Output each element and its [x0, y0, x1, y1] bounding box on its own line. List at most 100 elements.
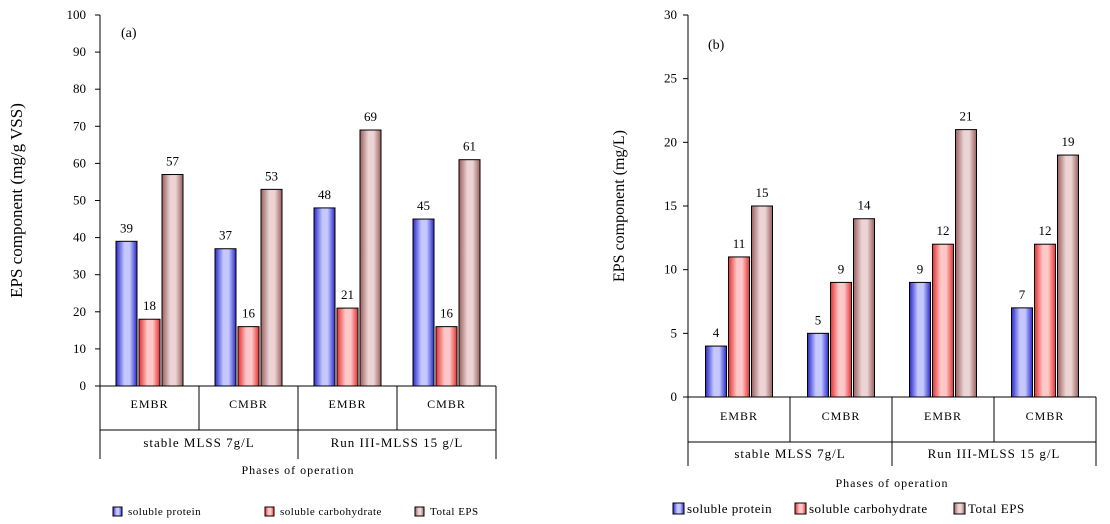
legend-entry: soluble protein: [687, 501, 772, 516]
y-tick-label: 20: [664, 134, 677, 149]
y-tick-label: 30: [664, 7, 677, 22]
x-axis-title: Phases of operation: [242, 463, 355, 477]
bar-data-label: 21: [341, 287, 354, 302]
legend-entry: Total EPS: [968, 501, 1025, 516]
bar-data-label: 16: [242, 306, 256, 321]
bar-data-label: 21: [960, 109, 973, 124]
bar-carbohydrate: [237, 326, 260, 387]
y-tick-label: 70: [73, 118, 86, 133]
legend-entry: soluble protein: [128, 506, 201, 518]
legend: soluble protein soluble carbohydrate Total…: [112, 506, 479, 518]
legend-swatch-total: [414, 506, 425, 517]
bar-data-label: 4: [713, 325, 720, 340]
bar-data-label: 7: [1019, 287, 1026, 302]
y-tick-label: 0: [671, 389, 678, 404]
bar-data-label: 14: [858, 198, 872, 213]
bar-protein: [115, 240, 138, 387]
bar-data-label: 9: [917, 261, 924, 276]
category-label: CMBR: [1026, 409, 1065, 423]
chart-panel-b: 0 5 10 15 20 25 30 EMBR CMBR EMBR CMBR stable MLSS …: [611, 7, 1097, 516]
y-tick-label: 5: [671, 325, 678, 340]
bar-protein: [807, 332, 829, 398]
y-tick-label: 20: [73, 304, 86, 319]
bar-data-label: 37: [219, 228, 233, 243]
bar-total: [458, 159, 481, 387]
bar-carbohydrate: [728, 256, 750, 398]
bar-data-label: 11: [733, 236, 746, 251]
bar-data-label: 53: [265, 168, 278, 183]
y-axis-title: EPS component (mg/g VSS): [7, 103, 26, 298]
bar-protein: [909, 281, 931, 398]
category-label: EMBR: [328, 397, 366, 411]
y-tick-label: 50: [73, 193, 86, 208]
x-axis-title: Phases of operation: [836, 476, 949, 490]
category-label: EMBR: [924, 409, 962, 423]
group-label: Run III-MLSS 15 g/L: [928, 446, 1061, 461]
bar-data-label: 19: [1062, 134, 1075, 149]
y-tick-label: 90: [73, 44, 86, 59]
y-tick-label: 100: [67, 7, 87, 22]
bar-data-label: 69: [364, 109, 377, 124]
y-tick-label: 25: [664, 71, 677, 86]
bar-data-label: 12: [1039, 223, 1052, 238]
bar-carbohydrate: [932, 243, 954, 398]
bar-protein: [1011, 307, 1033, 398]
y-tick-label: 40: [73, 230, 86, 245]
group-label: stable MLSS 7g/L: [734, 446, 845, 461]
bar-data-label: 18: [143, 298, 156, 313]
panel-label: (a): [121, 26, 137, 41]
group-label: stable MLSS 7g/L: [143, 435, 254, 450]
y-axis-title: EPS component (mg/L): [611, 130, 628, 282]
bar-data-label: 5: [815, 312, 822, 327]
legend-swatch-protein: [672, 502, 685, 515]
bar-protein: [412, 218, 435, 387]
bar-carbohydrate: [830, 281, 852, 398]
legend-entry: soluble carbohydrate: [280, 506, 382, 518]
legend-swatch-total: [953, 502, 966, 515]
y-tick-label: 0: [80, 378, 87, 393]
bar-carbohydrate: [138, 318, 161, 387]
bar-total: [161, 174, 184, 387]
bar-data-label: 39: [120, 220, 133, 235]
bar-carbohydrate: [1034, 243, 1056, 398]
bar-protein: [313, 207, 336, 387]
category-label: CMBR: [229, 397, 268, 411]
legend-entry: Total EPS: [430, 506, 479, 518]
bar-data-label: 16: [440, 306, 454, 321]
bar-carbohydrate: [336, 307, 359, 387]
bar-total: [359, 129, 382, 387]
bar-data-label: 12: [937, 223, 950, 238]
bar-total: [751, 205, 773, 398]
category-label: EMBR: [720, 409, 758, 423]
category-label: CMBR: [822, 409, 861, 423]
bar-data-label: 9: [838, 261, 845, 276]
y-tick-label: 30: [73, 267, 86, 282]
bar-protein: [705, 345, 727, 398]
chart-panel-a: 0 10 20 30 40 50 60 70 80 90 100 EMBR CMBR EMBR CMBR st…: [7, 7, 497, 518]
y-tick-label: 10: [73, 341, 86, 356]
panel-label: (b): [708, 38, 725, 53]
category-label: CMBR: [427, 397, 466, 411]
bar-total: [955, 129, 977, 398]
legend-swatch-protein: [112, 506, 123, 517]
y-tick-label: 80: [73, 81, 86, 96]
bar-data-label: 45: [417, 198, 430, 213]
category-label: EMBR: [130, 397, 168, 411]
y-tick-label: 10: [664, 262, 677, 277]
bar-data-label: 48: [318, 187, 331, 202]
bar-total: [853, 218, 875, 398]
bar-data-label: 61: [463, 139, 476, 154]
bar-total: [260, 188, 283, 387]
legend-swatch-carbohydrate: [264, 506, 275, 517]
bar-protein: [214, 248, 237, 387]
bar-data-label: 57: [166, 154, 180, 169]
legend-entry: soluble carbohydrate: [809, 501, 928, 516]
bar-total: [1057, 154, 1079, 398]
legend-swatch-carbohydrate: [794, 502, 807, 515]
y-tick-label: 15: [664, 198, 677, 213]
y-tick-label: 60: [73, 155, 86, 170]
group-label: Run III-MLSS 15 g/L: [331, 435, 464, 450]
bar-carbohydrate: [435, 326, 458, 387]
legend: soluble protein soluble carbohydrate Total…: [672, 501, 1025, 516]
